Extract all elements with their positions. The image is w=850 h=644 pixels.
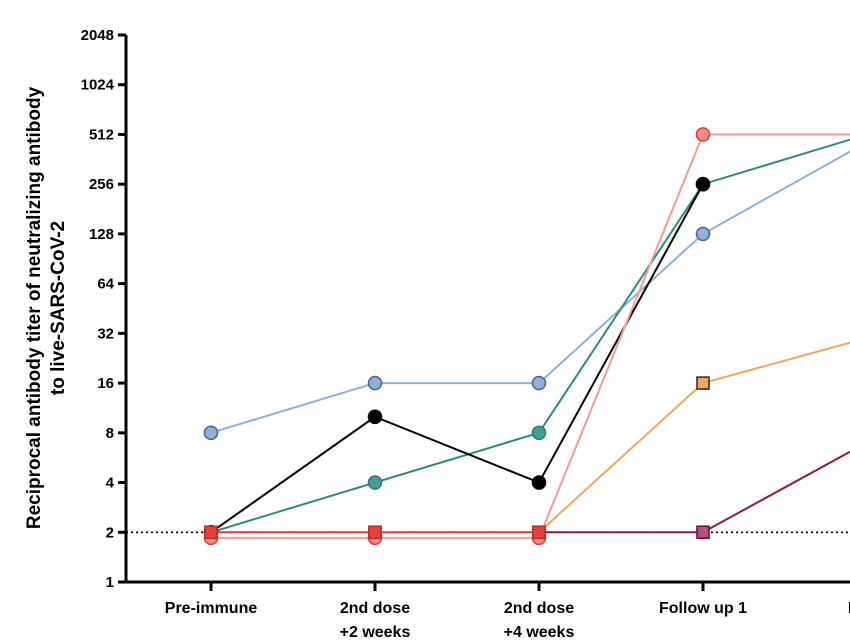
data-point-circle xyxy=(203,425,219,441)
y-tick-label: 256 xyxy=(89,176,114,193)
y-tick-label: 4 xyxy=(106,475,115,492)
series-1 xyxy=(203,150,850,441)
data-point-circle xyxy=(695,226,711,242)
y-tick-label: 64 xyxy=(97,276,114,293)
y-tick-label: 2048 xyxy=(81,27,114,44)
series-line xyxy=(210,183,704,534)
x-ticks: Pre-immune 2nd dose +2 weeks 2nd dose +4 wee… xyxy=(165,582,850,641)
x-tick-label: Follow up 1 xyxy=(659,600,747,617)
data-point-circle xyxy=(531,375,547,391)
data-point-circle xyxy=(367,409,383,425)
data-point-square xyxy=(696,376,710,390)
y-axis-title: Reciprocal antibody titer of neutralizin… xyxy=(24,86,69,529)
series-6 xyxy=(532,450,850,540)
series-line xyxy=(539,450,850,534)
y-tick-label: 2 xyxy=(106,524,114,541)
series-7 xyxy=(204,525,546,540)
x-tick-label: Follo xyxy=(848,600,850,617)
series-line xyxy=(211,133,850,539)
y-tick-label: 512 xyxy=(89,126,114,143)
x-tick-label: 2nd dose xyxy=(340,600,410,617)
series-line xyxy=(210,150,850,434)
data-point-square xyxy=(204,525,218,540)
x-tick-label: 2nd dose xyxy=(504,600,574,617)
data-point-circle xyxy=(531,425,547,441)
x-tick-label: +4 weeks xyxy=(504,624,575,641)
y-tick-label: 8 xyxy=(106,425,114,442)
series-5 xyxy=(204,341,850,540)
y-axis-title-line-1: Reciprocal antibody titer of neutralizin… xyxy=(24,86,45,529)
data-point-circle xyxy=(695,176,711,192)
y-tick-label: 16 xyxy=(97,375,114,392)
series-4 xyxy=(203,127,850,546)
y-tick-label: 1024 xyxy=(81,77,115,94)
x-tick-label: +2 weeks xyxy=(340,624,411,641)
x-tick-label: Pre-immune xyxy=(165,600,258,617)
y-tick-label: 32 xyxy=(97,325,114,342)
y-tick-label: 1 xyxy=(106,574,114,591)
data-point-square xyxy=(368,525,382,540)
data-point-circle xyxy=(367,475,383,490)
axes xyxy=(124,35,850,584)
data-point-square xyxy=(696,525,710,540)
data-point-circle xyxy=(695,127,711,142)
series-line xyxy=(210,138,850,534)
series-group xyxy=(203,127,850,546)
data-point-square xyxy=(532,525,546,540)
y-ticks: 1 2 4 8 16 32 64 128 256 512 1024 2048 xyxy=(81,27,126,591)
y-tick-label: 128 xyxy=(89,226,114,243)
y-axis-title-line-2: to live-SARS-CoV-2 xyxy=(48,221,69,395)
series-3 xyxy=(203,176,711,540)
data-point-circle xyxy=(531,475,547,490)
data-point-circle xyxy=(367,375,383,391)
